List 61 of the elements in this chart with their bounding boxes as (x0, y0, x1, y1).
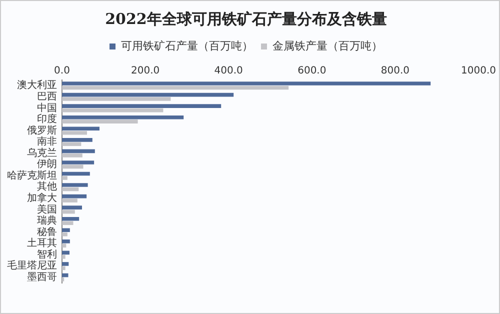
bar (62, 244, 66, 248)
bar (62, 216, 80, 221)
bar (62, 149, 95, 154)
y-tick-label: 印度 (37, 113, 57, 126)
y-tick-label: 毛里塔尼亚 (7, 260, 57, 272)
x-tick-label: 400.0 (214, 66, 243, 77)
bar (62, 194, 87, 198)
bar (62, 198, 78, 202)
bar (62, 104, 222, 108)
y-tick-label: 瑞典 (37, 214, 57, 227)
y-tick-label: 加拿大 (27, 192, 57, 204)
y-tick-label: 墨西哥 (27, 272, 57, 283)
chart-title: 2022年全球可用铁矿石产量分布及含铁量 (105, 10, 387, 28)
y-tick-label: 土耳其 (27, 237, 57, 250)
bar (62, 240, 70, 244)
bar (62, 82, 431, 86)
bar (62, 187, 79, 192)
x-tick-label: 0.0 (54, 66, 70, 77)
bar (62, 108, 164, 112)
bar (62, 221, 74, 225)
bar (62, 266, 66, 270)
bar (62, 206, 82, 210)
y-tick-label: 巴西 (37, 92, 57, 103)
bar (62, 160, 94, 164)
bar (62, 92, 234, 97)
bar (62, 142, 82, 146)
y-tick-label: 中国 (37, 102, 57, 114)
bar (62, 86, 289, 90)
bar (62, 115, 184, 120)
bar (62, 164, 84, 169)
bar (62, 255, 66, 259)
x-tick-label: 1000.0 (461, 66, 496, 77)
y-tick-label: 乌克兰 (27, 146, 57, 159)
x-tick-label: 600.0 (298, 66, 326, 77)
bar (62, 154, 82, 158)
y-tick-label: 南非 (37, 136, 57, 148)
y-tick-label: 伊朗 (37, 158, 57, 170)
x-tick-label: 800.0 (380, 66, 410, 77)
y-tick-label: 其他 (37, 180, 57, 193)
x-tick-label: 200.0 (130, 66, 160, 77)
y-tick-label: 澳大利亚 (17, 79, 57, 92)
bar (62, 120, 138, 124)
y-tick-label: 秘鲁 (37, 226, 57, 238)
bar (62, 130, 87, 135)
bar (62, 250, 70, 255)
bar (62, 210, 75, 214)
bar (62, 126, 100, 131)
y-tick-label: 智利 (37, 248, 57, 260)
bar (62, 97, 171, 101)
y-tick-label: 俄罗斯 (27, 124, 57, 136)
bar (62, 228, 70, 232)
bar (62, 176, 68, 180)
legend-label: 可用铁矿石产量（百万吨） (121, 39, 253, 52)
bar (62, 138, 92, 142)
bar (62, 183, 88, 187)
bar (62, 262, 69, 266)
legend-label: 金属铁产量（百万吨） (272, 39, 382, 52)
y-tick-label: 美国 (37, 203, 57, 216)
bar (62, 172, 90, 176)
y-tick-label: 哈萨克斯坦 (7, 169, 57, 182)
bar (62, 232, 68, 236)
